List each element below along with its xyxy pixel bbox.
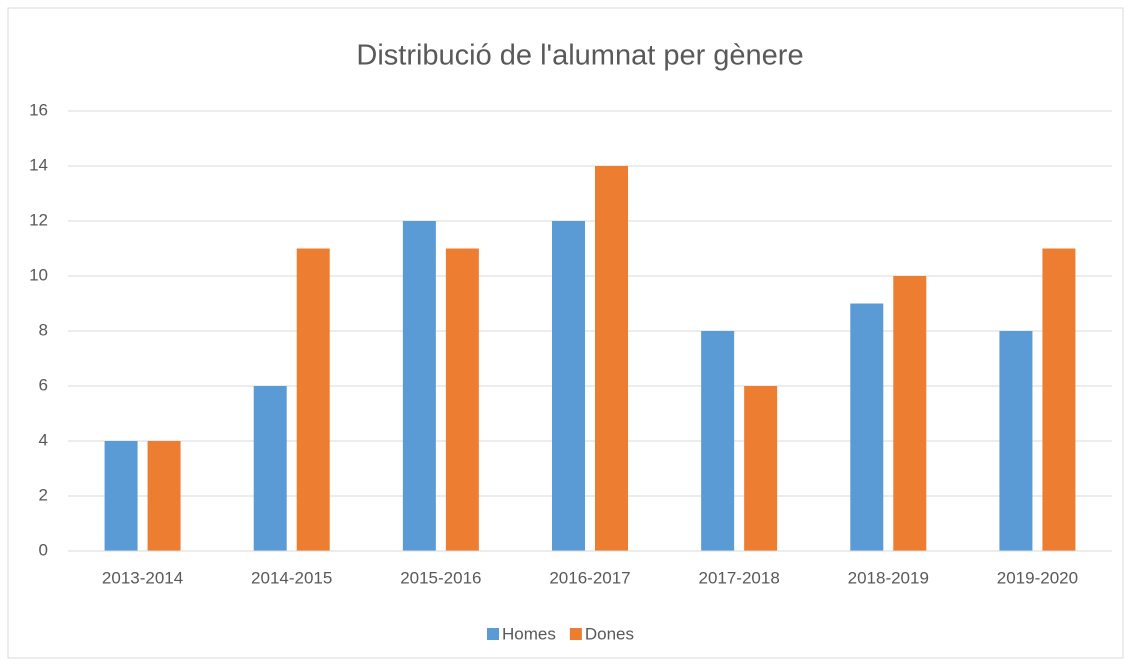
bar — [253, 386, 287, 551]
y-tick-label: 14 — [29, 155, 48, 174]
y-tick-label: 10 — [29, 265, 48, 284]
bar — [1042, 248, 1076, 551]
bar — [402, 221, 436, 551]
y-tick-label: 6 — [39, 375, 48, 394]
x-tick-label: 2013-2014 — [102, 568, 183, 587]
x-tick-label: 2015-2016 — [400, 568, 481, 587]
bar — [744, 386, 778, 551]
y-tick-label: 12 — [29, 210, 48, 229]
y-tick-label: 4 — [39, 430, 48, 449]
bar — [999, 331, 1033, 551]
legend-label: Dones — [585, 624, 634, 643]
bar — [893, 276, 927, 551]
bar — [296, 248, 330, 551]
chart-title: Distribució de l'alumnat per gènere — [356, 40, 803, 72]
legend-swatch — [569, 628, 582, 640]
bar — [701, 331, 735, 551]
bar — [595, 166, 628, 551]
y-tick-label: 2 — [39, 485, 48, 504]
bar — [104, 441, 138, 551]
legend-label: Homes — [502, 624, 556, 643]
bar — [850, 303, 884, 551]
y-tick-label: 8 — [39, 320, 48, 339]
x-tick-label: 2018-2019 — [848, 568, 929, 587]
y-tick-label: 0 — [39, 540, 48, 559]
x-tick-label: 2017-2018 — [698, 568, 779, 587]
y-tick-label: 16 — [29, 100, 48, 119]
bar — [552, 221, 585, 551]
bar — [147, 441, 181, 551]
x-tick-label: 2014-2015 — [251, 568, 332, 587]
legend-swatch — [487, 628, 499, 640]
x-tick-label: 2019-2020 — [997, 568, 1078, 587]
x-tick-label: 2016-2017 — [549, 568, 630, 587]
bar — [445, 248, 479, 551]
